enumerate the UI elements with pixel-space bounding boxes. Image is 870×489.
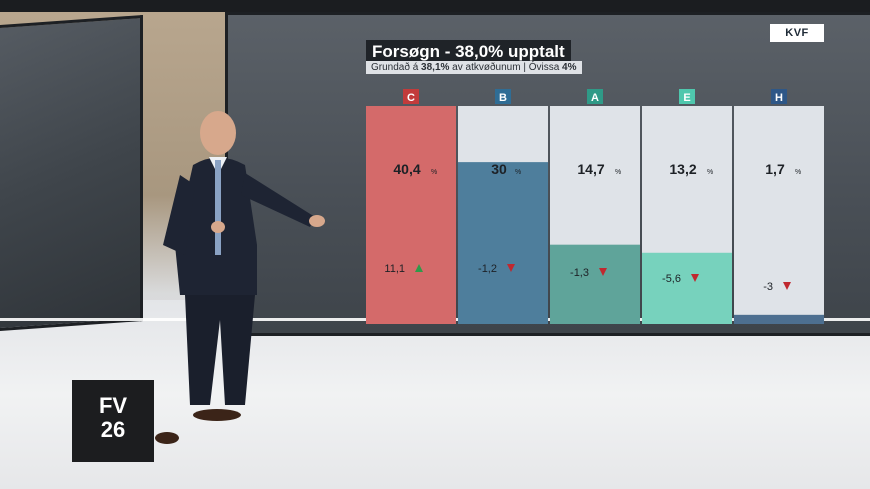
change-label-e: -5,6 [662,273,681,285]
change-arrow-e [691,274,699,282]
value-unit-c: % [431,169,437,176]
bar-b [458,162,548,324]
left-video-wall [0,15,143,331]
value-label-h: 1,7 [765,161,785,177]
subtitle-mid: av atkvøðunum | Óvissa [449,62,563,73]
change-arrow-h [783,282,791,290]
election-badge: FV 26 [72,380,154,462]
value-unit-e: % [707,169,713,176]
party-label-box-b [495,89,511,104]
value-label-b: 30 [491,161,507,177]
change-label-b: -1,2 [478,263,497,275]
value-unit-b: % [515,169,521,176]
bar-c [366,106,456,324]
party-label-b: B [499,92,507,104]
value-unit-a: % [615,169,621,176]
broadcaster-logo: KVF [770,24,824,42]
value-label-c: 40,4 [393,161,420,177]
bar-h [734,314,824,324]
chart-subtitle: Grundað á 38,1% av atkvøðunum | Óvissa 4… [366,61,582,74]
party-label-c: C [407,92,415,104]
change-arrow-b [507,264,515,272]
ceiling [0,0,870,12]
party-label-a: A [591,92,599,104]
bar-a [550,244,640,324]
change-label-c: 11,1 [384,263,405,275]
change-arrow-a [599,268,607,276]
logo-text: KVF [785,27,809,39]
party-label-box-c [403,89,419,104]
value-unit-h: % [795,169,801,176]
badge-text: FV 26 [72,394,154,442]
change-arrow-c [415,264,423,272]
party-label-box-e [679,89,695,104]
bar-chart: C 40,4 % 11,1 B 30 % -1,2 A 14,7 % -1,3 E 13,2 % -5,6 H 1… [366,89,824,324]
change-label-a: -1,3 [570,267,589,279]
subtitle-prefix: Grundað á [371,62,422,73]
subtitle-counted-value: 38,1% [421,62,450,73]
value-label-a: 14,7 [577,161,604,177]
badge-line-2: 26 [100,417,126,442]
party-label-h: H [775,92,783,104]
change-label-h: -3 [763,281,773,293]
presenter-figure [155,111,325,444]
party-label-box-h [771,89,787,104]
badge-line-1: FV [98,393,128,418]
subtitle-uncertainty: 4% [562,62,577,73]
chart-title: Forsøgn - 38,0% upptalt [366,40,571,64]
party-label-e: E [683,92,690,104]
party-label-box-a [587,89,603,104]
value-label-e: 13,2 [669,161,696,177]
bar-e [642,252,732,324]
column-background-h [734,106,824,324]
